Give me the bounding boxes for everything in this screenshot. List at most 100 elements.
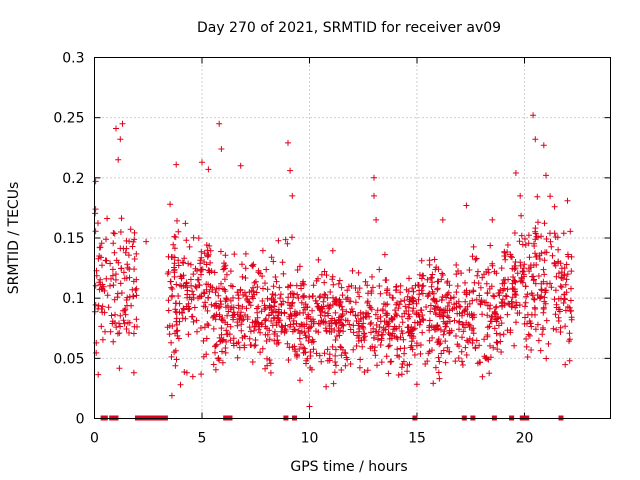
data-point [231,251,238,258]
data-point [374,307,381,314]
data-point [329,276,336,283]
data-point [490,292,497,299]
data-point [303,334,310,341]
data-point [99,303,106,310]
data-point [555,314,562,321]
data-point [289,300,296,307]
data-point [548,284,555,291]
data-point [568,285,574,292]
data-point [267,369,274,376]
data-point [284,240,291,247]
data-point [512,259,519,265]
data-point [213,300,220,307]
data-point [549,252,556,259]
data-point [276,284,283,291]
x-tick-label: 15 [408,431,426,447]
data-point [331,369,338,376]
data-point-outlier [551,203,558,210]
data-point [335,280,342,287]
data-point [519,241,526,248]
data-point [216,303,223,310]
data-point [238,327,245,334]
data-point [296,346,303,352]
data-point [241,289,248,296]
data-point [226,331,233,338]
data-point [249,262,256,269]
data-point [168,284,175,291]
data-point-outlier [177,381,184,388]
data-point-outlier [92,178,99,185]
data-point [417,318,424,325]
data-point [401,297,408,304]
data-point [118,290,125,296]
data-point [281,327,288,334]
data-point [487,242,494,249]
data-point [124,261,131,268]
data-point [337,343,344,350]
data-point [386,342,393,349]
data-point [485,269,492,276]
data-point [305,311,312,318]
data-point [552,287,559,294]
data-point [402,303,409,310]
data-point [501,280,508,287]
data-point [259,247,266,254]
data-point [213,311,220,318]
data-point [469,297,476,304]
data-point [339,292,346,299]
data-point [221,276,228,283]
data-point [306,293,313,300]
data-point [123,326,130,332]
data-point [290,294,297,301]
data-point [528,323,535,330]
data-point [120,317,127,324]
data-point [355,269,362,276]
data-point [172,308,179,315]
data-point [475,280,482,287]
data-point [325,305,332,312]
data-point [446,282,453,289]
data-point [212,366,219,373]
data-point [521,261,528,268]
data-point [95,255,102,262]
data-point [366,302,373,309]
data-point [473,296,480,303]
data-point [259,320,265,327]
data-point [397,289,404,296]
data-point [242,265,249,272]
data-point [301,345,308,352]
data-point [251,342,258,349]
data-point [465,321,472,328]
data-point [339,310,346,317]
data-point-outlier [216,120,223,127]
data-point [280,270,287,277]
data-point [526,254,533,261]
data-point [350,346,357,353]
data-point [268,304,275,311]
data-point [532,326,539,333]
data-point [206,242,213,249]
data-point [371,335,378,341]
data-point [315,256,322,263]
data-point [388,315,395,321]
data-point [239,273,246,280]
data-point [243,305,250,312]
data-point [174,327,181,334]
data-point [307,349,314,355]
data-point [444,291,451,298]
data-point [342,317,349,324]
data-point [419,329,426,336]
data-point [212,289,219,296]
data-point [392,311,399,317]
data-point [562,296,568,303]
data-point [298,299,305,306]
data-point [300,294,307,301]
tick-layer: 0 0.05 0.1 0.15 0.2 0.25 0.3 0 5 10 15 20 [53,51,611,447]
data-point [384,287,391,294]
data-point-outlier [373,216,380,223]
data-point [218,325,225,332]
data-point [362,278,369,285]
data-point [463,287,470,294]
data-point [511,342,518,349]
data-point [566,336,573,343]
